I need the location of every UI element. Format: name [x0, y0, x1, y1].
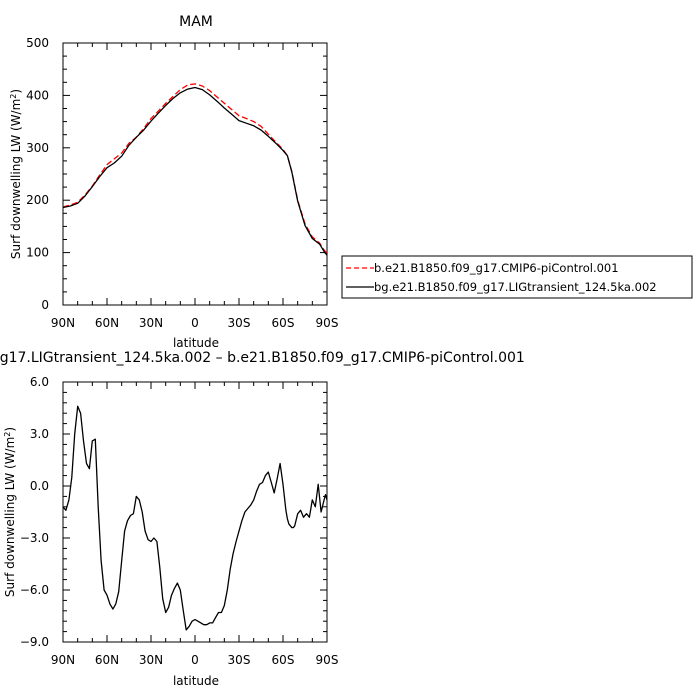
x-tick-label: 90N [51, 653, 75, 667]
y-tick-label: 200 [26, 193, 49, 207]
y-tick-label: 0 [41, 298, 49, 312]
y-tick-label: −6.0 [20, 583, 49, 597]
top-plot-area: 90N 60N 30N 0 30S 60S 90S 0 100 200 300 400 500 [26, 36, 338, 330]
bottom-y-axis-label: Surf downwelling LW (W/m2) [3, 427, 18, 597]
x-tick-label: 90N [51, 316, 75, 330]
plot-frame [62, 381, 328, 643]
y-tick-label: 6.0 [30, 375, 49, 389]
y-tick-label: 0.0 [30, 479, 49, 493]
legend-label-picontrol: b.e21.B1850.f09_g17.CMIP6-piControl.001 [374, 261, 619, 275]
y-tick-label: −9.0 [20, 635, 49, 649]
x-tick-label: 30S [228, 653, 251, 667]
top-y-axis-label: Surf downwelling LW (W/m2) [9, 89, 24, 259]
x-tick-label: 0 [191, 316, 199, 330]
x-tick-label: 0 [191, 653, 199, 667]
top-panel: MAM 90N 60N 30N 0 30S 60S 90S0100200300400500 … [9, 14, 339, 350]
legend-label-ligtransient: bg.e21.B1850.f09_g17.LIGtransient_124.5k… [374, 280, 657, 294]
x-tick-label: 60S [272, 653, 295, 667]
x-tick-label: 30N [139, 653, 163, 667]
x-tick-label: 90S [316, 316, 339, 330]
y-tick-label: 300 [26, 141, 49, 155]
bottom-plot-area: 90N 60N 30N 0 30S 60S 90S −9.0 −6.0 −3.0 0.0 3.0 6.0 [20, 375, 339, 667]
y-tick-label: 100 [26, 246, 49, 260]
legend-box [341, 255, 693, 299]
bottom-x-axis-label: latitude [173, 674, 219, 688]
legend: b.e21.B1850.f09_g17.CMIP6-piControl.001 … [341, 255, 693, 299]
top-panel-title: MAM [179, 14, 213, 30]
x-tick-label: 30N [139, 316, 163, 330]
series-line-picontrol [62, 83, 328, 255]
y-tick-label: 3.0 [30, 427, 49, 441]
x-tick-label: 30S [228, 316, 251, 330]
series-line-difference [62, 405, 328, 631]
y-tick-label: −3.0 [20, 531, 49, 545]
y-tick-label: 500 [26, 36, 49, 50]
x-tick-label: 60N [95, 316, 119, 330]
y-tick-label: 400 [26, 88, 49, 102]
x-tick-label: 60S [272, 316, 295, 330]
top-x-axis-label: latitude [173, 336, 219, 350]
x-tick-label: 60N [95, 653, 119, 667]
bottom-panel-title: bg.e21.B1850.f09_g17.LIGtransient_124.5k… [0, 350, 525, 366]
x-tick-label: 90S [316, 653, 339, 667]
series-line-ligtransient [62, 86, 328, 256]
bottom-panel: bg.e21.B1850.f09_g17.LIGtransient_124.5k… [0, 350, 525, 688]
